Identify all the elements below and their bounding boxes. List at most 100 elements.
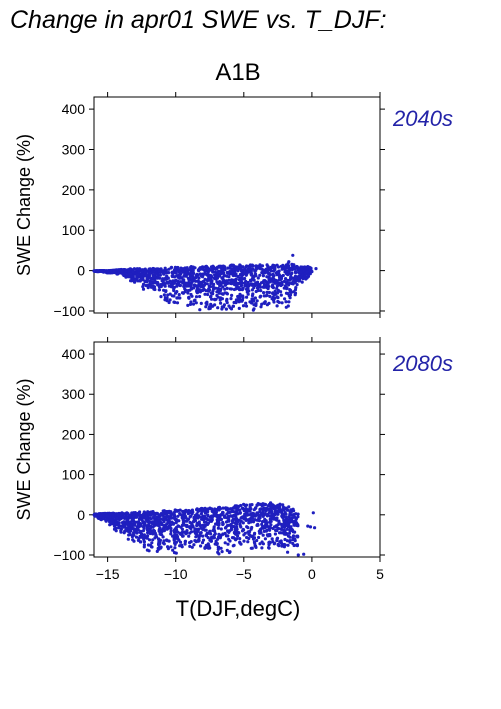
data-point bbox=[216, 306, 220, 310]
data-point bbox=[183, 542, 187, 546]
data-point bbox=[260, 546, 264, 550]
data-point bbox=[180, 527, 184, 531]
data-point bbox=[258, 516, 262, 520]
data-point bbox=[258, 267, 263, 271]
data-point bbox=[150, 541, 154, 545]
data-point bbox=[214, 513, 218, 517]
data-point bbox=[212, 525, 216, 529]
data-point bbox=[219, 546, 223, 550]
x-tick-label: −5 bbox=[236, 566, 252, 582]
data-point bbox=[227, 550, 231, 555]
data-point bbox=[289, 266, 293, 270]
data-point bbox=[223, 266, 227, 271]
data-point bbox=[280, 544, 284, 548]
data-point bbox=[266, 284, 270, 288]
data-point bbox=[221, 506, 225, 510]
data-point bbox=[99, 514, 103, 519]
data-point bbox=[253, 541, 257, 546]
data-point bbox=[232, 282, 236, 286]
data-point bbox=[189, 285, 193, 289]
data-point bbox=[187, 278, 191, 282]
data-point bbox=[151, 538, 155, 542]
data-point bbox=[281, 503, 285, 507]
data-point bbox=[261, 514, 265, 519]
data-point bbox=[166, 514, 170, 519]
data-point bbox=[223, 287, 227, 291]
data-point bbox=[284, 300, 288, 304]
data-point bbox=[215, 276, 219, 280]
data-point bbox=[189, 540, 193, 544]
data-point bbox=[167, 539, 171, 543]
data-point bbox=[128, 532, 132, 537]
data-point bbox=[238, 523, 242, 528]
data-point bbox=[145, 276, 149, 280]
data-point bbox=[106, 269, 110, 273]
data-point bbox=[244, 301, 248, 305]
data-point bbox=[287, 293, 292, 297]
data-point bbox=[252, 297, 256, 301]
data-point bbox=[271, 526, 275, 531]
data-point bbox=[280, 512, 284, 517]
data-point bbox=[265, 275, 269, 279]
data-point bbox=[183, 511, 187, 515]
data-point bbox=[184, 281, 188, 285]
data-point bbox=[99, 269, 103, 273]
data-point bbox=[287, 505, 291, 509]
data-point bbox=[154, 520, 159, 524]
data-point bbox=[189, 530, 194, 534]
data-point bbox=[282, 525, 287, 530]
data-point bbox=[150, 276, 154, 280]
data-point bbox=[165, 525, 169, 530]
data-point bbox=[249, 534, 253, 538]
data-point bbox=[217, 264, 221, 268]
data-point bbox=[152, 515, 156, 519]
data-point bbox=[246, 292, 250, 296]
data-point bbox=[231, 263, 235, 267]
data-point bbox=[249, 546, 253, 550]
data-point bbox=[212, 265, 216, 269]
data-point bbox=[220, 269, 224, 273]
data-point bbox=[193, 527, 197, 531]
data-point bbox=[298, 279, 302, 283]
data-point bbox=[305, 270, 309, 274]
data-point bbox=[116, 512, 120, 517]
data-point bbox=[260, 302, 264, 306]
data-point bbox=[196, 268, 200, 272]
data-point bbox=[172, 510, 177, 514]
data-point bbox=[180, 516, 184, 520]
data-point bbox=[220, 513, 224, 517]
data-point bbox=[213, 274, 217, 278]
data-point bbox=[225, 286, 229, 290]
data-point bbox=[299, 270, 303, 274]
data-point bbox=[193, 539, 197, 543]
data-point bbox=[306, 524, 310, 528]
data-point bbox=[276, 543, 280, 547]
data-point bbox=[221, 285, 225, 289]
data-point bbox=[268, 534, 272, 538]
data-point bbox=[167, 300, 171, 305]
data-point bbox=[268, 277, 272, 281]
data-point bbox=[175, 284, 179, 288]
data-point bbox=[141, 287, 146, 291]
data-point bbox=[230, 271, 234, 275]
data-point bbox=[220, 307, 224, 311]
data-point bbox=[119, 529, 123, 533]
data-point bbox=[302, 552, 306, 556]
data-point bbox=[245, 513, 249, 517]
data-point bbox=[266, 269, 270, 273]
data-point bbox=[262, 294, 266, 298]
data-point bbox=[183, 287, 187, 291]
data-point bbox=[189, 300, 193, 304]
data-point bbox=[236, 534, 240, 538]
data-point bbox=[215, 293, 219, 298]
data-point bbox=[229, 514, 233, 518]
data-point bbox=[259, 289, 263, 293]
data-point bbox=[288, 290, 292, 294]
data-point bbox=[154, 533, 158, 537]
data-point bbox=[172, 551, 177, 555]
data-point bbox=[216, 537, 220, 541]
data-point bbox=[190, 545, 194, 549]
data-point bbox=[277, 273, 281, 277]
data-point bbox=[132, 511, 136, 515]
